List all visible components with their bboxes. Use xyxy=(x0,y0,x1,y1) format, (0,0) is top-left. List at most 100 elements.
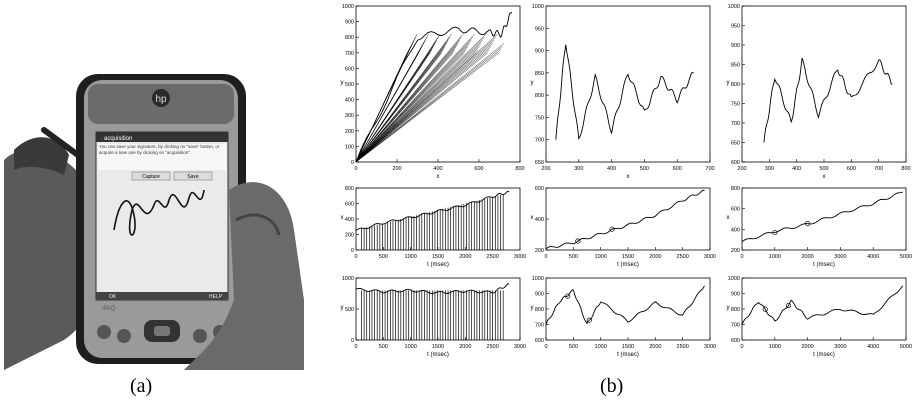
pen-up-artifact xyxy=(355,43,493,163)
x-tick-label: 0 xyxy=(354,254,357,260)
y-tick-label: 800 xyxy=(731,307,740,313)
app-title: acquisition xyxy=(104,136,132,142)
y-tick-label: 800 xyxy=(535,307,544,313)
x-tick-label: 600 xyxy=(847,166,856,172)
y-tick-label: 600 xyxy=(731,160,740,166)
y-tick-label: 1000 xyxy=(728,4,740,10)
instruction-text: You can save your signature, by clicking… xyxy=(99,144,220,155)
axes-box xyxy=(741,5,907,163)
y-tick-label: 500 xyxy=(345,82,354,88)
x-tick-label: 4000 xyxy=(867,254,879,260)
segment-marker xyxy=(609,226,615,232)
y-tick-label: 600 xyxy=(535,186,544,192)
x-tick-label: 5000 xyxy=(900,254,912,260)
x-tick-label: 200 xyxy=(737,166,746,172)
x-tick-label: 2500 xyxy=(677,254,689,260)
x-tick-label: 1000 xyxy=(405,254,417,260)
pen-up-artifact xyxy=(355,43,505,163)
y-tick-label: 750 xyxy=(535,115,544,121)
y-tick-label: 800 xyxy=(535,93,544,99)
y-tick-label: 750 xyxy=(731,102,740,108)
x-tick-label: 2000 xyxy=(801,344,813,350)
pen-up-artifact xyxy=(355,33,498,163)
x-tick-label: 3000 xyxy=(514,254,526,260)
save-button: Save xyxy=(187,174,199,180)
signature-trace xyxy=(741,285,904,325)
y-tick-label: 700 xyxy=(731,121,740,127)
x-axis-label: t (msec) xyxy=(813,262,835,268)
y-tick-label: 200 xyxy=(535,248,544,254)
segment-marker xyxy=(586,317,592,323)
y-tick-label: 1000 xyxy=(342,276,354,282)
x-axis-label: t (msec) xyxy=(813,352,835,358)
help-label: HELP xyxy=(209,294,223,300)
y-tick-label: 600 xyxy=(345,202,354,208)
y-tick-label: 900 xyxy=(731,292,740,298)
plot-col3-row2: 0 1000 2000 3000 4000 5000 200 400 600 800 t (msec… xyxy=(727,186,913,268)
pen-up-artifact xyxy=(355,49,501,163)
y-axis-label: x xyxy=(727,215,730,221)
x-tick-label: 0 xyxy=(740,254,743,260)
x-tick-label: 500 xyxy=(379,254,388,260)
y-axis-label: y xyxy=(341,305,344,311)
x-tick-label: 700 xyxy=(874,166,883,172)
y-tick-label: 400 xyxy=(731,227,740,233)
y-tick-label: 950 xyxy=(731,24,740,30)
y-tick-label: 650 xyxy=(535,160,544,166)
y-tick-label: 200 xyxy=(731,248,740,254)
y-tick-label: 800 xyxy=(731,186,740,192)
plot-col2-row2: 0 500 1000 1500 2000 2500 3000 200 400 600 t (msec… xyxy=(531,186,717,268)
y-tick-label: 200 xyxy=(345,233,354,239)
y-tick-label: 400 xyxy=(345,217,354,223)
pen-up-artifact xyxy=(355,49,490,163)
x-tick-label: 3000 xyxy=(834,254,846,260)
y-tick-label: 0 xyxy=(351,248,354,254)
pen-up-artifact xyxy=(355,40,495,163)
y-axis-label: y xyxy=(341,80,344,86)
pen-up-artifact xyxy=(355,52,488,163)
x-axis-label: t (msec) xyxy=(427,262,449,268)
y-tick-label: 900 xyxy=(731,43,740,49)
caption-b: (b) xyxy=(600,375,624,397)
x-tick-label: 1000 xyxy=(769,344,781,350)
pen-up-artifact xyxy=(355,37,496,163)
y-tick-label: 1000 xyxy=(532,4,544,10)
x-tick-label: 500 xyxy=(379,344,388,350)
x-axis-label: x xyxy=(437,174,440,180)
pen-up-artifact xyxy=(355,46,492,163)
x-axis-label: t (msec) xyxy=(617,262,639,268)
x-tick-label: 1000 xyxy=(769,254,781,260)
segment-marker xyxy=(565,293,571,299)
x-axis-label: x xyxy=(823,174,826,180)
x-tick-label: 0 xyxy=(354,166,357,172)
y-tick-label: 800 xyxy=(731,82,740,88)
x-tick-label: 400 xyxy=(607,166,616,172)
x-tick-label: 400 xyxy=(433,166,442,172)
y-axis-label: y xyxy=(727,80,730,86)
x-tick-label: 2000 xyxy=(649,254,661,260)
hp-logo: hp xyxy=(155,94,167,105)
x-tick-label: 1500 xyxy=(432,344,444,350)
y-axis-label: y xyxy=(531,305,534,311)
x-axis-label: x xyxy=(627,174,630,180)
signature-trace xyxy=(763,57,893,143)
x-tick-label: 2000 xyxy=(459,344,471,350)
y-axis-label: x xyxy=(531,215,534,221)
y-tick-label: 1000 xyxy=(532,276,544,282)
y-tick-label: 1000 xyxy=(342,4,354,10)
y-tick-label: 700 xyxy=(731,323,740,329)
pda-photo: hp acquisition You can save your signatu… xyxy=(4,40,304,370)
x-tick-label: 2500 xyxy=(677,344,689,350)
plot-col2-row1: 200 300 400 500 600 700 650 700 750 800 850 900 950 1… xyxy=(531,4,715,180)
y-axis-label: y xyxy=(727,305,730,311)
signature-trace xyxy=(555,44,694,140)
x-tick-label: 200 xyxy=(392,166,401,172)
right-hand xyxy=(184,182,304,370)
y-tick-label: 300 xyxy=(345,113,354,119)
y-tick-label: 900 xyxy=(345,20,354,26)
x-tick-label: 0 xyxy=(354,344,357,350)
plot-col3-row3: 0 1000 2000 3000 4000 5000 600 700 800 900 1000 t (… xyxy=(727,276,913,358)
plot-col1-row1: 0 200 400 600 800 0 100 200 300 400 500 600 700 800 90… xyxy=(341,4,525,180)
x-tick-label: 0 xyxy=(544,344,547,350)
segment-marker xyxy=(762,306,768,312)
